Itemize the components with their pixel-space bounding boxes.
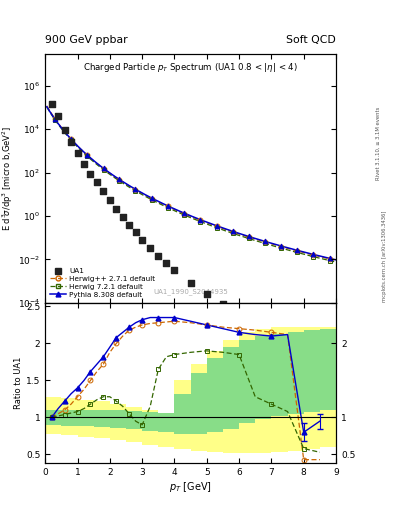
Point [139, 236, 145, 244]
Point [236, 309, 242, 317]
Point [171, 266, 178, 274]
Point [301, 342, 307, 350]
Point [204, 290, 210, 298]
Point [55, 112, 61, 120]
Point [107, 196, 113, 204]
Point [81, 159, 87, 167]
Point [132, 228, 139, 237]
Point [317, 350, 323, 358]
Point [119, 212, 126, 221]
Point [94, 178, 100, 186]
Text: UA1_1990_S2044935: UA1_1990_S2044935 [153, 289, 228, 295]
Point [163, 259, 169, 267]
Point [68, 137, 74, 145]
Y-axis label: Ratio to UA1: Ratio to UA1 [14, 357, 23, 409]
Point [155, 251, 162, 260]
Text: Soft QCD: Soft QCD [286, 35, 336, 45]
X-axis label: $p_T$ [GeV]: $p_T$ [GeV] [169, 480, 212, 494]
Y-axis label: E d$^3\!\sigma$/dp$^3$ [micro b,GeV$^2$]: E d$^3\!\sigma$/dp$^3$ [micro b,GeV$^2$] [1, 126, 15, 231]
Point [113, 204, 119, 212]
Point [100, 187, 107, 195]
Point [87, 169, 94, 178]
Point [61, 125, 68, 134]
Point [285, 335, 291, 343]
Text: mcplots.cern.ch [arXiv:1306.3436]: mcplots.cern.ch [arXiv:1306.3436] [382, 210, 387, 302]
Text: Charged Particle $p_T$ Spectrum (UA1 0.8 < |$\eta$| < 4): Charged Particle $p_T$ Spectrum (UA1 0.8… [83, 61, 298, 74]
Point [220, 300, 226, 308]
Point [74, 148, 81, 157]
Point [252, 318, 258, 326]
Point [48, 99, 55, 108]
Point [268, 327, 275, 335]
Point [187, 279, 194, 287]
Text: Rivet 3.1.10, ≥ 3.1M events: Rivet 3.1.10, ≥ 3.1M events [376, 106, 380, 180]
Legend: UA1, Herwig++ 2.7.1 default, Herwig 7.2.1 default, Pythia 8.308 default: UA1, Herwig++ 2.7.1 default, Herwig 7.2.… [49, 267, 156, 299]
Text: 900 GeV ppbar: 900 GeV ppbar [45, 35, 128, 45]
Point [147, 244, 153, 252]
Point [126, 221, 132, 229]
